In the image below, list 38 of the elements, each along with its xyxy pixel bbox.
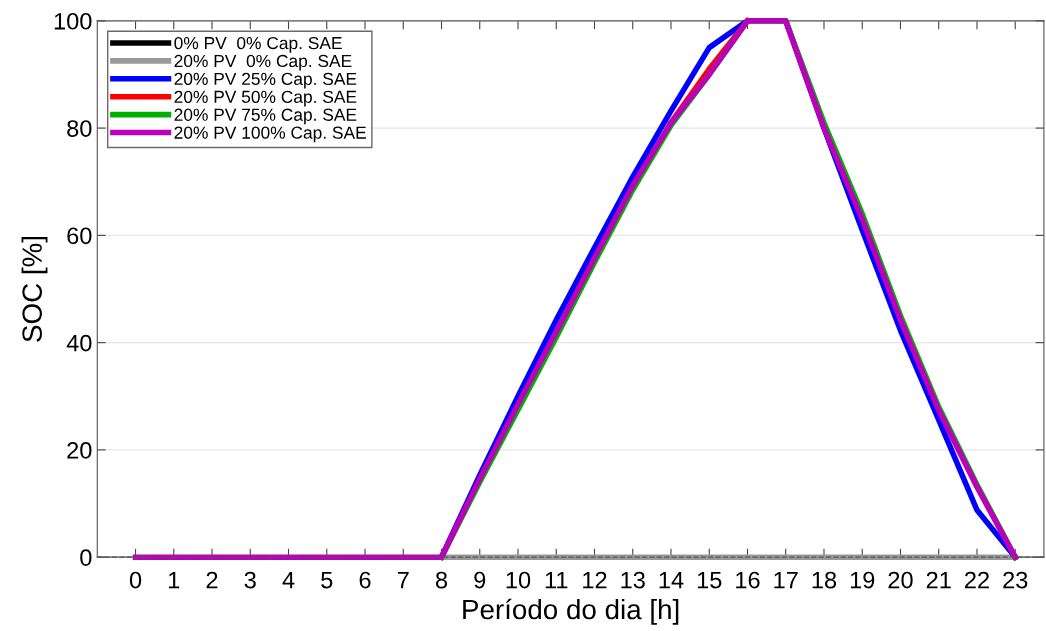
y-tick-label: 100 [54,12,92,30]
x-tick-label: 11 [545,571,568,589]
x-tick-label: 13 [621,571,645,589]
x-tick-label: 21 [926,571,951,589]
y-tick-label: 60 [67,227,92,245]
legend-label: 20% PV 25% Cap. SAE [174,72,357,89]
x-tick-label: 12 [583,571,607,589]
y-axis-title: SOC [%] [21,236,48,342]
x-tick-label: 22 [965,571,989,589]
x-tick-label: 10 [506,571,531,589]
x-tick-label: 19 [850,571,875,589]
x-tick-label: 4 [282,571,295,589]
y-tick-label: 0 [80,549,92,566]
x-tick-label: 14 [659,571,684,589]
x-tick-label: 8 [435,571,448,589]
x-tick-label: 3 [244,571,256,589]
x-tick-label: 15 [697,571,722,589]
x-tick-label: 20 [888,571,913,589]
x-tick-label: 17 [774,571,798,589]
x-tick-label: 6 [359,571,371,589]
x-tick-label: 16 [736,571,760,589]
x-tick-label: 9 [474,571,486,589]
x-tick-label: 0 [129,571,142,589]
x-tick-label: 1 [169,571,180,589]
x-tick-label: 7 [397,571,409,589]
x-tick-label: 2 [206,571,218,589]
y-tick-label: 20 [67,441,92,459]
x-tick-label: 18 [812,571,837,589]
y-tick-label: 40 [66,334,92,352]
x-tick-label: 5 [321,571,333,589]
legend-label: 20% PV 50% Cap. SAE [174,90,357,107]
legend-label: 20% PV 75% Cap. SAE [174,108,357,125]
legend-label: 20% PV 100% Cap. SAE [174,126,366,143]
legend-label: 0% PV 0% Cap. SAE [174,36,342,53]
x-tick-label: 23 [1003,571,1028,589]
y-tick-label: 80 [67,120,92,137]
x-axis-title: Período do dia [h] [463,598,679,625]
legend-label: 20% PV 0% Cap. SAE [174,54,352,71]
